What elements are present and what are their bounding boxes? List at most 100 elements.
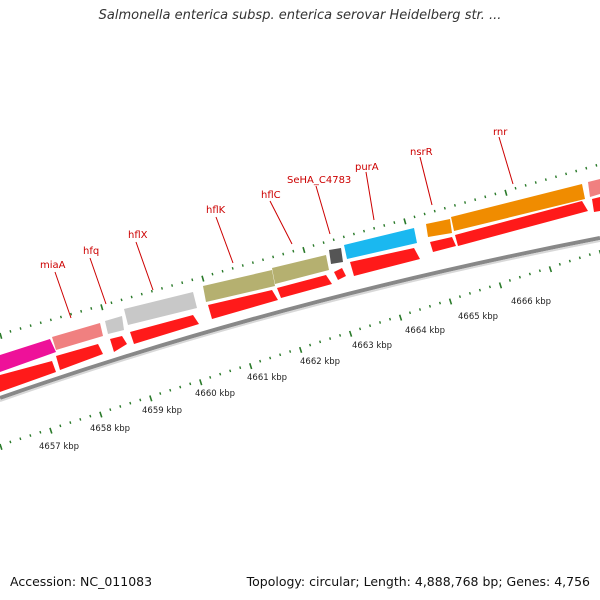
tick-mark (251, 261, 254, 265)
scale-ring (0, 250, 600, 450)
gene-SeHA_C4783-block[interactable] (329, 248, 343, 264)
cds-arrow[interactable] (455, 201, 588, 246)
cds-arrow[interactable] (430, 237, 456, 252)
gene-nsrR-block[interactable] (426, 219, 452, 237)
tick-mark (528, 272, 531, 276)
cds-arrow[interactable] (592, 197, 600, 212)
tick-mark (494, 192, 497, 196)
gene-hflX-block[interactable] (124, 292, 197, 325)
tick-mark (189, 382, 192, 386)
tick-mark (19, 327, 22, 330)
gene-pink-right-block[interactable] (588, 179, 600, 197)
gene-label-purA: purA (355, 162, 379, 173)
tick-mark (508, 279, 511, 282)
tick-mark (413, 215, 416, 219)
kbp-label: 4662 kbp (300, 357, 340, 367)
tick-mark (478, 288, 481, 292)
tick-mark (89, 414, 92, 418)
kbp-labels: 4657 kbp 4658 kbp 4659 kbp 4660 kbp 4661… (39, 297, 551, 452)
tick-mark (282, 252, 285, 256)
tick-mark (99, 411, 103, 418)
tick-mark (595, 163, 598, 167)
tick-mark (433, 209, 436, 213)
tick-mark (181, 281, 184, 285)
tick-mark (298, 346, 303, 354)
outer-tick-ring (0, 163, 598, 339)
tick-mark (49, 427, 53, 434)
leader-line (498, 136, 514, 185)
leader-line (215, 216, 234, 264)
tick-mark (29, 324, 32, 328)
tick-mark (488, 285, 491, 289)
tick-mark (39, 430, 42, 434)
tick-mark (575, 169, 578, 173)
cds-arrow[interactable] (208, 290, 278, 319)
cds-track (0, 197, 600, 392)
gene-magenta-block[interactable] (0, 339, 56, 372)
gene-purA-block[interactable] (344, 228, 417, 259)
tick-mark (588, 253, 591, 257)
tick-mark (119, 405, 122, 408)
tick-mark (544, 178, 547, 182)
tick-mark (211, 272, 214, 276)
kbp-label: 4665 kbp (458, 312, 498, 322)
gene-label-nsrR: nsrR (410, 147, 433, 158)
gene-hflC-block[interactable] (272, 255, 329, 284)
cds-arrow[interactable] (110, 336, 127, 352)
gene-hflK-block[interactable] (203, 270, 275, 302)
tick-mark (269, 356, 272, 360)
cds-arrow[interactable] (334, 268, 346, 280)
tick-mark (428, 304, 432, 308)
tick-mark (363, 229, 366, 233)
tick-mark (309, 343, 312, 347)
tick-mark (373, 226, 376, 230)
tick-mark (339, 333, 342, 337)
tick-mark (554, 175, 557, 179)
tick-mark (241, 264, 244, 267)
tick-mark (169, 388, 172, 392)
tick-mark (585, 166, 588, 170)
tick-mark (292, 249, 295, 253)
tick-mark (171, 284, 174, 287)
tick-mark (312, 244, 315, 247)
gene-rnr-block[interactable] (451, 184, 585, 231)
genome-backbone-shadow (0, 240, 600, 402)
tick-mark (359, 327, 362, 331)
tick-mark (418, 308, 422, 311)
gene-label-SeHA_C4783: SeHA_C4783 (287, 175, 351, 186)
tick-mark (458, 295, 462, 298)
tick-mark (29, 434, 32, 437)
tick-mark (100, 304, 104, 311)
gene-miaA-block[interactable] (52, 323, 103, 350)
tick-mark (191, 278, 194, 282)
tick-mark (120, 298, 123, 302)
leader-line (89, 257, 107, 305)
gene-label-hflK: hflK (206, 205, 226, 216)
tick-mark (514, 186, 517, 190)
cds-arrow[interactable] (350, 248, 420, 276)
tick-mark (80, 309, 83, 313)
tick-mark (504, 189, 508, 196)
tick-mark (0, 332, 3, 339)
tick-mark (139, 398, 142, 402)
kbp-label: 4664 kbp (405, 326, 445, 336)
tick-mark (221, 269, 224, 273)
tick-mark (408, 311, 412, 315)
tick-mark (179, 385, 182, 389)
cds-arrow[interactable] (0, 361, 56, 392)
leader-line (315, 185, 331, 235)
tick-mark (259, 359, 262, 363)
cds-arrow[interactable] (277, 275, 332, 298)
tick-mark (474, 198, 477, 202)
tick-mark (524, 183, 527, 187)
tick-mark (329, 337, 332, 340)
tick-mark (484, 195, 487, 199)
tick-mark (199, 379, 203, 386)
cds-arrow[interactable] (56, 344, 103, 370)
tick-mark (231, 266, 234, 270)
cds-arrow[interactable] (130, 315, 199, 344)
tick-mark (9, 329, 12, 333)
gene-hfq-block[interactable] (105, 316, 124, 334)
gene-label-hflX: hflX (128, 230, 148, 241)
tick-mark (201, 275, 205, 282)
